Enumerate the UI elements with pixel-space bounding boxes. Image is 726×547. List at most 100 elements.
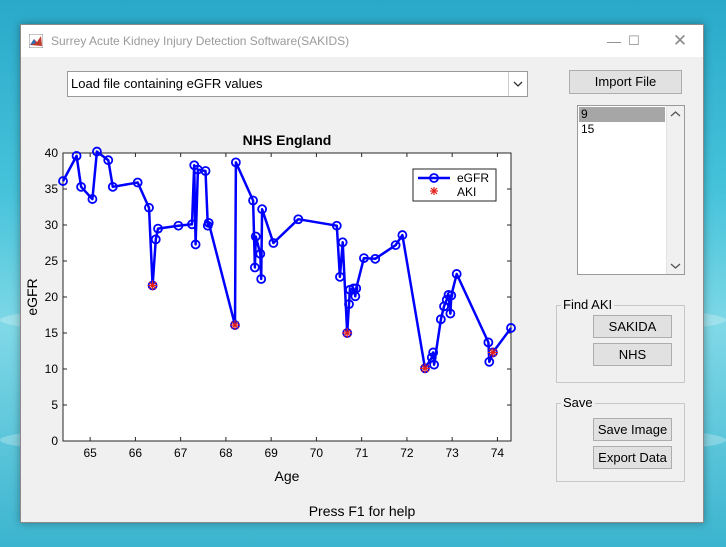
egfr-point bbox=[331, 220, 342, 231]
legend-marker-aki bbox=[430, 187, 438, 195]
egfr-point bbox=[249, 262, 260, 273]
egfr-point bbox=[428, 347, 439, 358]
x-tick-label: 73 bbox=[445, 446, 459, 460]
y-axis-label: eGFR bbox=[24, 278, 40, 315]
egfr-point bbox=[200, 166, 211, 176]
legend-box bbox=[412, 168, 497, 202]
egfr-point bbox=[71, 150, 82, 161]
matlab-icon bbox=[29, 34, 43, 48]
import-file-button[interactable]: Import File bbox=[569, 70, 682, 94]
patient-listbox[interactable]: 9 15 bbox=[577, 105, 685, 275]
egfr-point bbox=[420, 363, 430, 374]
egfr-point bbox=[150, 234, 161, 245]
legend-label-aki: AKI bbox=[457, 185, 476, 199]
egfr-point bbox=[107, 181, 118, 192]
egfr-point bbox=[250, 231, 261, 242]
listbox-scrollbar[interactable] bbox=[666, 106, 684, 274]
egfr-point bbox=[487, 347, 498, 358]
egfr-point bbox=[230, 157, 241, 168]
save-panel: Save Save Image Export Data bbox=[556, 395, 685, 482]
egfr-point bbox=[441, 294, 452, 305]
maximize-button[interactable]: ☐ bbox=[628, 33, 640, 48]
aki-point bbox=[487, 347, 498, 358]
x-tick-label: 69 bbox=[264, 446, 278, 460]
egfr-point bbox=[230, 320, 240, 330]
egfr-point bbox=[293, 214, 304, 225]
list-item[interactable]: 15 bbox=[581, 122, 595, 136]
file-select-dropdown[interactable]: Load file containing eGFR values bbox=[67, 71, 528, 97]
aki-point bbox=[420, 363, 431, 374]
egfr-point bbox=[189, 160, 200, 171]
egfr-point bbox=[484, 356, 495, 367]
egfr-point bbox=[255, 248, 266, 259]
y-tick-label: 10 bbox=[45, 362, 59, 376]
chart-title: NHS England bbox=[243, 132, 332, 148]
egfr-point bbox=[76, 181, 87, 192]
minimize-button[interactable]: — bbox=[607, 33, 621, 49]
y-tick-label: 30 bbox=[45, 218, 59, 232]
y-tick-label: 20 bbox=[45, 290, 59, 304]
find-aki-panel: Find AKI SAKIDA NHS bbox=[556, 297, 685, 383]
egfr-point bbox=[451, 269, 462, 279]
egfr-point bbox=[337, 237, 348, 248]
help-text: Press F1 for help bbox=[308, 503, 416, 519]
egfr-point bbox=[268, 238, 279, 248]
egfr-point bbox=[257, 204, 268, 215]
egfr-point bbox=[132, 177, 143, 188]
aki-point bbox=[147, 280, 158, 291]
y-tick-label: 35 bbox=[45, 182, 59, 196]
legend-label-egfr: eGFR bbox=[457, 171, 489, 185]
find-aki-panel-title: Find AKI bbox=[561, 297, 615, 312]
egfr-point bbox=[397, 230, 408, 240]
egfr-point bbox=[350, 291, 361, 302]
chevron-down-icon[interactable] bbox=[508, 72, 527, 96]
egfr-point bbox=[144, 202, 154, 213]
egfr-point bbox=[147, 280, 158, 291]
y-tick-label: 40 bbox=[45, 146, 59, 160]
file-select-value: Load file containing eGFR values bbox=[71, 76, 263, 91]
egfr-point bbox=[342, 328, 353, 338]
x-tick-label: 68 bbox=[219, 446, 233, 460]
egfr-point bbox=[345, 284, 355, 295]
egfr-point bbox=[344, 299, 354, 310]
list-item[interactable]: 9 bbox=[579, 107, 665, 122]
y-tick-label: 25 bbox=[45, 254, 59, 268]
window-title: Surrey Acute Kidney Injury Detection Sof… bbox=[51, 34, 350, 48]
egfr-point bbox=[248, 195, 258, 206]
x-tick-label: 66 bbox=[129, 446, 143, 460]
nhs-button[interactable]: NHS bbox=[593, 343, 672, 366]
egfr-point bbox=[58, 176, 68, 186]
egfr-point bbox=[92, 146, 102, 157]
egfr-point bbox=[203, 217, 214, 228]
aki-point bbox=[229, 320, 240, 331]
egfr-point bbox=[192, 164, 203, 175]
x-axis-label: Age bbox=[275, 468, 300, 484]
egfr-point bbox=[335, 271, 345, 282]
x-tick-label: 70 bbox=[310, 446, 324, 460]
egfr-point bbox=[103, 155, 114, 166]
sakida-button[interactable]: SAKIDA bbox=[593, 315, 672, 338]
x-tick-label: 65 bbox=[83, 446, 97, 460]
egfr-point bbox=[348, 283, 359, 294]
egfr-point bbox=[445, 308, 456, 319]
export-data-button[interactable]: Export Data bbox=[593, 446, 672, 469]
aki-point bbox=[342, 328, 353, 338]
egfr-point bbox=[173, 220, 184, 231]
egfr-point bbox=[483, 337, 494, 348]
egfr-point bbox=[429, 359, 439, 370]
plot-area bbox=[62, 152, 512, 442]
y-tick-label: 0 bbox=[51, 434, 58, 448]
y-tick-label: 5 bbox=[51, 398, 58, 412]
legend-marker-egfr bbox=[429, 173, 439, 183]
close-button[interactable]: ✕ bbox=[672, 31, 688, 50]
egfr-point bbox=[443, 289, 454, 300]
save-image-button[interactable]: Save Image bbox=[593, 418, 672, 441]
egfr-point bbox=[202, 220, 213, 231]
app-window: Surrey Acute Kidney Injury Detection Sof… bbox=[20, 24, 704, 523]
egfr-point bbox=[256, 274, 267, 284]
chart-legend: eGFR AKI bbox=[412, 168, 497, 202]
chevron-down-icon bbox=[670, 263, 681, 269]
egfr-point bbox=[359, 253, 369, 264]
y-tick-label: 15 bbox=[45, 326, 59, 340]
egfr-point bbox=[435, 314, 446, 325]
